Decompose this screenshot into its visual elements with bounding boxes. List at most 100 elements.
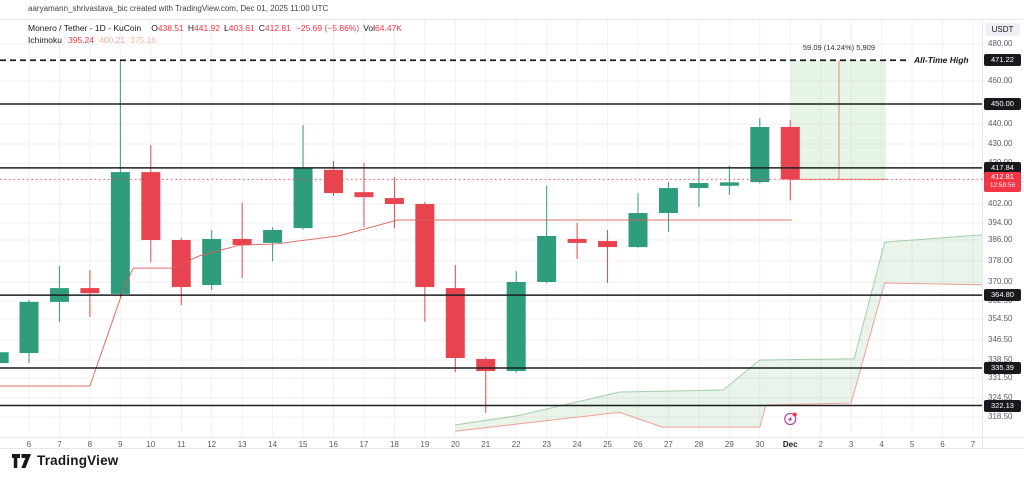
time-tick-label: 7 [57, 440, 62, 449]
symbol-title[interactable]: Monero / Tether - 1D - KuCoin [28, 23, 142, 33]
price-tick-label: 331.50 [988, 373, 1013, 382]
time-tick-label: 12 [207, 440, 217, 449]
time-tick-label: 6 [940, 440, 945, 449]
indicator-value: 395.24 [68, 35, 95, 45]
candle-body [750, 127, 770, 183]
price-tick-label: 394.00 [988, 218, 1013, 227]
candle-body [232, 238, 252, 245]
time-tick-label: 19 [420, 440, 430, 449]
footer-logo[interactable]: TradingView [12, 453, 118, 468]
event-flash-glyph [787, 416, 793, 423]
candle-body [628, 213, 648, 248]
price-tick-label: 354.50 [988, 314, 1013, 323]
candle-body [689, 183, 709, 189]
indicator-row: Ichimoku 395.24 400.21 375.16 [28, 34, 402, 46]
candle-body [476, 359, 496, 372]
symbol-row: Monero / Tether - 1D - KuCoin O438.51 H441… [28, 22, 402, 34]
time-tick-label: 4 [879, 440, 884, 449]
time-tick-label: 6 [26, 440, 32, 449]
candle-body [141, 172, 161, 240]
candle-body [19, 301, 39, 353]
all-time-high-label: All-Time High [913, 55, 969, 65]
time-tick-label: Dec [782, 440, 798, 449]
indicator-values: 395.24 400.21 375.16 [68, 35, 161, 45]
price-tick-label: 480.00 [988, 39, 1013, 48]
time-tick-label: 27 [663, 440, 673, 449]
price-tick-label: 402.00 [988, 199, 1013, 208]
time-axis-divider [0, 437, 1024, 438]
candle-body [0, 352, 9, 364]
candle-body [415, 204, 435, 288]
candle-body [598, 241, 618, 248]
time-tick-label: 13 [237, 440, 247, 449]
ichimoku-cloud [455, 234, 982, 432]
candle-body [384, 198, 404, 204]
time-tick-label: 21 [481, 440, 491, 449]
candle-body [567, 238, 587, 243]
time-tick-label: 18 [389, 440, 399, 449]
candle-body [658, 188, 678, 214]
candle-body [354, 192, 374, 198]
current-price-value: 412.81 [991, 172, 1014, 182]
attribution-text: aaryamann_shrivastava_bic created with T… [28, 4, 329, 13]
tradingview-logo-text: TradingView [37, 453, 119, 468]
header-divider [0, 19, 1024, 20]
chart-canvas[interactable]: All-Time High 59.09 (14.24%) 5,909 [0, 0, 1024, 452]
time-tick-label: 29 [724, 440, 734, 449]
candle-body [110, 172, 130, 294]
price-tick-label: 338.50 [988, 355, 1013, 364]
volume-label: Vol [363, 23, 376, 33]
price-tick-label: 440.00 [988, 119, 1013, 128]
time-tick-label: 16 [329, 440, 338, 449]
price-level-badge: 417.84 [984, 161, 1021, 174]
time-tick-label: 26 [633, 440, 643, 449]
current-price-badge: 412.81 12:59:56 [984, 172, 1021, 193]
ohlc-key: L [224, 23, 229, 33]
price-tick-label: 378.00 [988, 256, 1013, 265]
time-tick-label: 20 [450, 440, 460, 449]
time-tick-label: 25 [603, 440, 612, 449]
plot-area[interactable] [0, 20, 982, 437]
ohlc-value: 441.92 [194, 23, 220, 33]
time-tick-label: 9 [118, 440, 123, 449]
ohlc-key: O [151, 23, 158, 33]
price-tick-label: 346.50 [988, 335, 1013, 344]
time-tick-label: 28 [694, 440, 704, 449]
indicator-value: 400.21 [99, 35, 126, 45]
indicator-name[interactable]: Ichimoku [28, 35, 63, 45]
volume-value: 64.47K [375, 23, 402, 33]
price-level-badge: 322.13 [984, 399, 1021, 412]
event-marker-icon[interactable] [784, 412, 797, 426]
price-tick-label: 386.00 [988, 235, 1013, 244]
ichimoku-senkou-a-line [455, 234, 982, 426]
candle-body [719, 182, 739, 186]
price-range-box[interactable] [790, 60, 887, 180]
price-tick-label: 460.00 [988, 76, 1013, 85]
axis-divider-vertical [982, 19, 983, 448]
price-tick-label: 370.00 [988, 277, 1013, 286]
ohlc-value: 438.51 [157, 23, 184, 33]
footer-divider [0, 448, 1024, 449]
ohlc-value: 412.81 [264, 23, 291, 33]
time-tick-label: 23 [542, 440, 552, 449]
bar-countdown: 12:59:56 [989, 181, 1016, 189]
price-tick-label: 430.00 [988, 139, 1013, 148]
candle-body [506, 282, 526, 372]
time-tick-label: 8 [87, 440, 93, 449]
time-tick-label: 3 [848, 440, 854, 449]
time-tick-label: 11 [177, 440, 186, 449]
currency-pill: USDT [985, 23, 1020, 36]
time-tick-label: 22 [511, 440, 521, 449]
price-level-badge: 335.39 [984, 361, 1021, 374]
price-range-label: 59.09 (14.24%) 5,909 [803, 43, 875, 52]
ichimoku-senkou-b-line [455, 282, 982, 432]
ichimoku-baseline [0, 219, 792, 387]
price-tick-label: 324.50 [988, 393, 1013, 402]
candle-body [202, 238, 222, 286]
tradingview-logo-icon [12, 453, 31, 468]
candle-body [537, 235, 557, 282]
time-tick-label: 7 [970, 440, 976, 449]
indicator-value: 375.16 [130, 35, 157, 45]
time-tick-label: 30 [755, 440, 765, 449]
